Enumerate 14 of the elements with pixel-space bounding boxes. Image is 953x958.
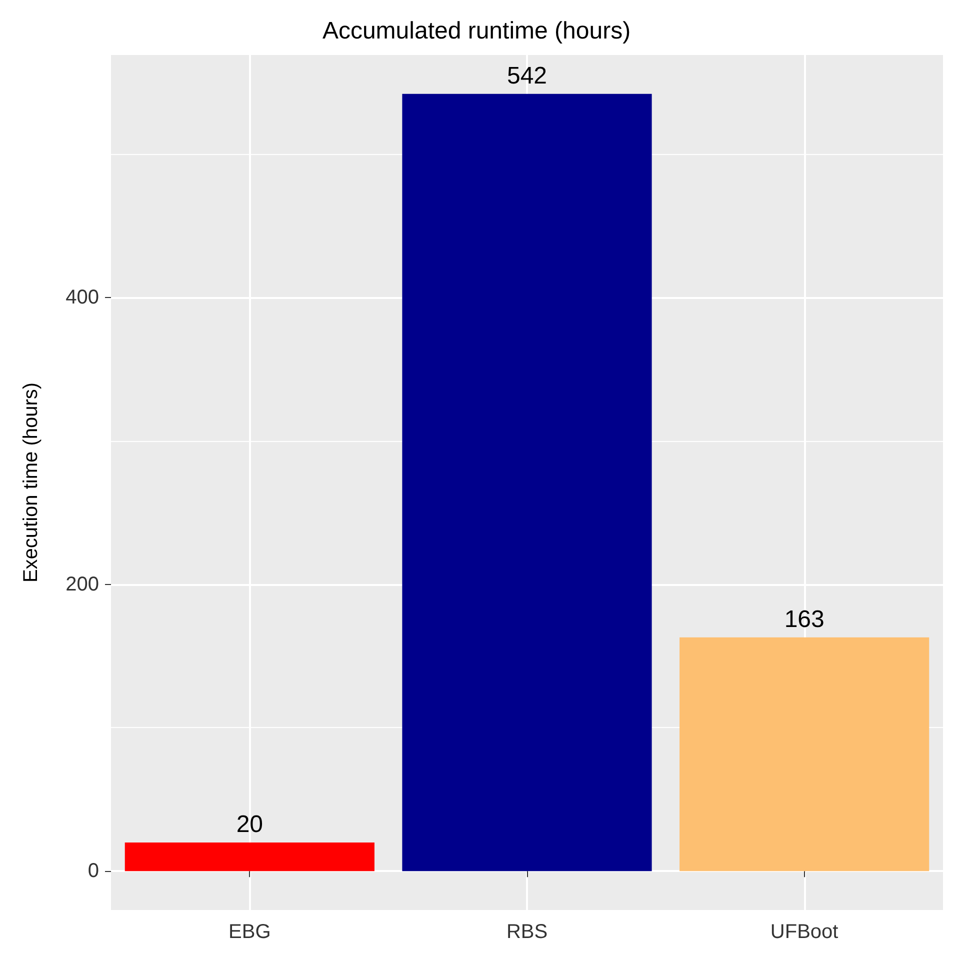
x-tick-label: UFBoot (770, 921, 839, 943)
y-tick-label: 0 (88, 860, 99, 882)
x-tick-label: RBS (506, 921, 548, 943)
y-axis-title: Execution time (hours) (20, 382, 42, 583)
data-label: 20 (236, 810, 264, 838)
data-label: 163 (784, 606, 824, 633)
x-tick-label: EBG (228, 921, 271, 943)
bar (124, 842, 374, 872)
y-tick-label: 200 (66, 573, 99, 596)
data-label: 542 (506, 62, 548, 90)
chart-title: Accumulated runtime (hours) (322, 18, 631, 44)
y-tick-label: 400 (66, 286, 99, 309)
bar (402, 94, 652, 872)
bar (680, 637, 930, 872)
